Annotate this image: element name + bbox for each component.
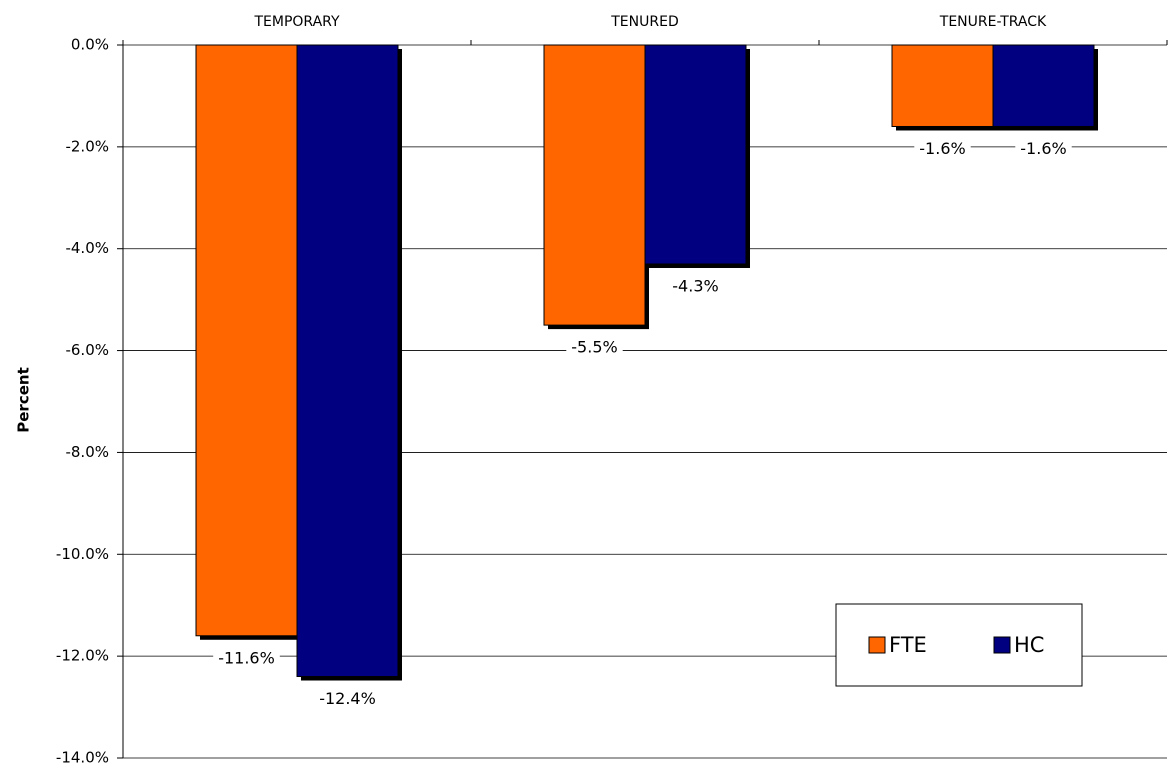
x-tick-label: TEMPORARY (253, 14, 340, 30)
data-label: -5.5% (571, 338, 617, 357)
label-bg (667, 276, 724, 297)
bar (992, 44, 1095, 127)
y-tick-label: -10.0% (56, 545, 109, 563)
legend-label: HC (1014, 633, 1044, 657)
y-tick-label: -2.0% (65, 137, 109, 155)
bar (296, 44, 399, 678)
label-bg (213, 648, 280, 669)
bar (644, 44, 747, 265)
bar (543, 44, 646, 326)
y-tick-label: -8.0% (65, 443, 109, 461)
y-tick-label: 0.0% (71, 36, 109, 54)
data-label: -12.4% (319, 689, 376, 708)
y-tick-label: -14.0% (56, 749, 109, 767)
data-label: -1.6% (1020, 139, 1066, 158)
y-tick-label: -4.0% (65, 239, 109, 257)
y-axis-label: Percent (15, 367, 33, 432)
data-label: -11.6% (218, 648, 275, 667)
bar (195, 44, 298, 637)
y-tick-label: -6.0% (65, 341, 109, 359)
y-tick-label: -12.0% (56, 647, 109, 665)
label-bg (1015, 139, 1072, 160)
bar (891, 44, 994, 127)
label-bg (314, 689, 381, 710)
data-label: -4.3% (672, 276, 718, 295)
legend-swatch (868, 636, 886, 654)
legend-label: FTE (889, 633, 927, 657)
label-bg (566, 338, 623, 359)
data-label: -1.6% (919, 139, 965, 158)
label-bg (914, 139, 971, 160)
x-tick-label: TENURE-TRACK (939, 14, 1047, 30)
legend-swatch (993, 636, 1011, 654)
x-tick-label: TENURED (610, 14, 678, 30)
